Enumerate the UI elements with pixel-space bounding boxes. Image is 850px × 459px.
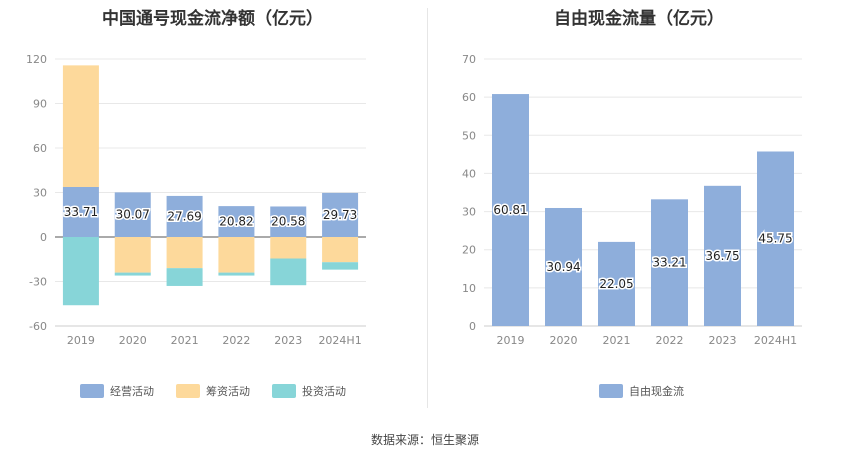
chart-title-right: 自由现金流量（亿元）: [554, 9, 724, 29]
free-cash-flow-chart-panel: 自由现金流量（亿元） 0 10 20 30 40 50 60 70 2019 2020 2021 20…: [428, 0, 850, 420]
y-tick-label: 50: [462, 129, 476, 142]
x-tick-label: 2022: [222, 334, 250, 347]
x-tick-label: 2021: [171, 334, 199, 347]
x-tick-label: 2020: [119, 334, 147, 347]
bar-2: [270, 237, 307, 259]
y-tick-label: -30: [29, 276, 47, 289]
bar-1: [62, 186, 99, 237]
data-label: 60.81: [493, 203, 527, 217]
y-tick-label: 20: [462, 244, 476, 257]
y-tick-label: 30: [33, 187, 47, 200]
data-label: 20.82: [219, 215, 253, 229]
x-tick-label: 2023: [274, 334, 302, 347]
bar-1: [218, 206, 255, 237]
legend-label: 筹资活动: [206, 384, 250, 398]
x-tick-label: 2020: [550, 334, 578, 347]
legend-label: 经营活动: [110, 384, 154, 398]
bar-1: [492, 94, 529, 326]
x-tick-label: 2024H1: [754, 334, 797, 347]
legend-label: 投资活动: [302, 384, 346, 398]
bar-2: [166, 237, 203, 269]
y-tick-label: 60: [462, 91, 476, 104]
legend-swatch: [272, 384, 296, 398]
data-source: 数据来源：恒生聚源: [370, 433, 479, 447]
panel-divider: [427, 8, 428, 408]
x-tick-label: 2023: [709, 334, 737, 347]
data-label: 45.75: [758, 232, 792, 246]
data-label: 30.94: [546, 260, 580, 274]
bar-1: [651, 199, 688, 326]
chart-title-left: 中国通号现金流净额（亿元）: [102, 9, 323, 29]
legend-swatch: [80, 384, 104, 398]
data-label: 30.07: [116, 208, 150, 222]
bar-1: [166, 195, 203, 237]
legend-label: 自由现金流: [629, 384, 684, 398]
bar-3: [114, 272, 151, 276]
bar-1: [598, 241, 635, 326]
bar-1: [704, 185, 741, 326]
bar-1: [545, 207, 582, 326]
bar-2: [62, 65, 99, 187]
x-tick-label: 2022: [656, 334, 684, 347]
data-label: 29.73: [323, 208, 357, 222]
cash-flow-chart-panel: 中国通号现金流净额（亿元） -60 -30 0 30 60 90 120 2019 2020 20…: [0, 0, 425, 420]
y-tick-label: 0: [469, 320, 476, 333]
bar-1: [114, 192, 151, 237]
y-tick-label: 120: [26, 53, 47, 66]
y-tick-label: 30: [462, 206, 476, 219]
free-cash-flow-chart: 0 10 20 30 40 50 60 70 2019 2020 2021 2022 2023 2024H…: [462, 53, 802, 398]
y-tick-label: 70: [462, 53, 476, 66]
y-tick-label: 60: [33, 142, 47, 155]
y-tick-label: -60: [29, 320, 47, 333]
data-label: 33.71: [64, 205, 98, 219]
bar-3: [270, 258, 307, 286]
data-label: 36.75: [705, 249, 739, 263]
data-label: 20.58: [271, 215, 305, 229]
bar-3: [218, 272, 255, 276]
bar-1: [270, 206, 307, 237]
legend-swatch: [176, 384, 200, 398]
bar-2: [114, 237, 151, 273]
bar-2: [218, 237, 255, 273]
legend-swatch: [599, 384, 623, 398]
x-tick-label: 2021: [603, 334, 631, 347]
data-label: 33.21: [652, 256, 686, 270]
bar-3: [322, 262, 359, 270]
y-tick-label: 0: [40, 231, 47, 244]
y-tick-label: 10: [462, 282, 476, 295]
bar-3: [62, 237, 99, 306]
y-tick-label: 90: [33, 98, 47, 111]
data-label: 27.69: [167, 209, 201, 223]
bar-1: [322, 192, 359, 237]
bar-3: [166, 268, 203, 286]
bar-1: [757, 151, 794, 326]
bar-2: [322, 237, 359, 263]
x-tick-label: 2019: [67, 334, 95, 347]
x-tick-label: 2024H1: [318, 334, 361, 347]
x-tick-label: 2019: [497, 334, 525, 347]
cash-flow-chart: -60 -30 0 30 60 90 120 2019 2020 2021 2022 2023 2024…: [26, 53, 366, 398]
y-tick-label: 40: [462, 167, 476, 180]
data-label: 22.05: [599, 277, 633, 291]
